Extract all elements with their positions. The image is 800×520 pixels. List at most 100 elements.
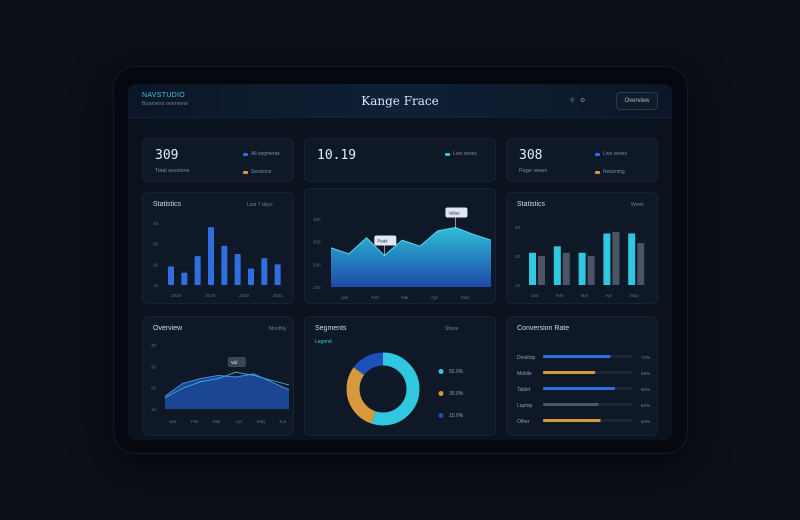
y-tick-label: 10 xyxy=(515,283,521,288)
bar xyxy=(543,419,601,422)
overview-area-card[interactable]: Overview Monthly 40 30 20 10 Val Jan Feb Mar Apr… xyxy=(142,316,294,436)
header-icons[interactable]: ⚲ ⚙ xyxy=(570,98,588,104)
bar xyxy=(587,256,595,285)
bar xyxy=(553,246,561,285)
donut-chart: 55.0% 30.0% 15.0% xyxy=(346,352,464,426)
x-tick-label: 2018 xyxy=(171,293,182,298)
callout-label: Value xyxy=(448,211,460,216)
brand-logo[interactable]: NAVSTUDIO xyxy=(142,92,186,99)
x-tick-label: Apr xyxy=(431,295,439,300)
y-tick-label: 100 xyxy=(313,285,321,290)
grouped-bar-chart: 40 20 10 Jan Feb Mar Apr May xyxy=(515,225,645,298)
y-tick-label: 10 xyxy=(151,407,157,412)
statistics-bar-card[interactable]: Statistics Last 7 days 40 30 20 10 2018 2019 2… xyxy=(142,192,294,304)
y-tick-label: 20 xyxy=(153,262,159,267)
card-meta[interactable]: Share xyxy=(445,326,459,332)
y-tick-label: 40 xyxy=(515,225,521,230)
x-tick-label: Feb xyxy=(556,293,564,298)
y-tick-label: 30 xyxy=(151,364,157,369)
y-tick-label: 400 xyxy=(313,217,321,222)
bar xyxy=(543,371,596,374)
legend-swatch xyxy=(438,413,444,418)
horizontal-bar-chart: Desktop 72% Mobile 58% Tablet 80% Laptop 62% Oth… xyxy=(517,355,650,425)
kpi-value: 309 xyxy=(155,148,179,163)
legend-label: All segments xyxy=(251,151,280,157)
statistics-grouped-card[interactable]: Statistics Week 40 20 10 Jan Feb Mar Apr May xyxy=(506,192,658,304)
kpi-label: Total sessions xyxy=(155,168,190,174)
card-meta[interactable]: Last 7 days xyxy=(247,202,273,208)
legend-label: 55.0% xyxy=(449,369,464,375)
bar xyxy=(603,233,611,285)
bar-chart-left: 40 30 20 10 2018 2019 2020 2021 xyxy=(153,221,285,298)
bar xyxy=(261,258,268,285)
header-action-button[interactable]: Overview xyxy=(616,92,658,110)
legend-label: 15.0% xyxy=(449,413,464,419)
bar xyxy=(529,252,536,285)
callout-label: Val xyxy=(231,360,237,365)
callout-box xyxy=(374,235,397,246)
brand-subtitle: Business overview xyxy=(142,101,188,107)
kpi-card-1[interactable]: 309 Total sessions All segments Sessions xyxy=(142,138,294,182)
x-tick-label: May xyxy=(461,295,470,300)
x-tick-label: Mar xyxy=(213,419,221,424)
kpi-legend-item: Sessions xyxy=(243,169,271,175)
row-value: 64% xyxy=(641,419,650,424)
kpi-card-2[interactable]: 10.19 Live series xyxy=(304,138,496,182)
legend-label: 30.0% xyxy=(449,391,464,397)
kpi-card-3[interactable]: 308 Page views Live series Returning xyxy=(506,138,658,182)
dashboard-screen: NAVSTUDIO Business overview Kange Frace … xyxy=(128,84,672,440)
area-fill xyxy=(331,227,491,287)
bar xyxy=(248,268,254,285)
area-line xyxy=(330,226,492,257)
row-value: 80% xyxy=(641,387,650,392)
bar xyxy=(543,355,611,358)
y-tick-label: 40 xyxy=(153,221,159,226)
x-tick-label: 2021 xyxy=(273,293,284,298)
x-tick-label: 2019 xyxy=(205,293,216,298)
bar xyxy=(612,231,620,285)
donut-card[interactable]: Segments Share Legend 55.0% 30.0% 15.0% xyxy=(304,316,496,436)
bar xyxy=(168,266,174,285)
kpi-value: 308 xyxy=(519,148,543,163)
legend-swatch xyxy=(243,152,248,156)
area-line xyxy=(164,373,290,397)
legend-swatch xyxy=(595,170,600,174)
row-value: 72% xyxy=(641,355,650,360)
kpi-value: 10.19 xyxy=(317,148,357,163)
bar xyxy=(208,227,214,285)
x-tick-label: Apr xyxy=(605,293,613,298)
x-tick-label: Jan xyxy=(531,293,539,298)
callout-box xyxy=(445,207,468,218)
kpi-label: Page views xyxy=(519,168,548,174)
area-fill xyxy=(165,373,289,409)
bar xyxy=(221,245,228,285)
x-tick-label: Jan xyxy=(169,419,177,424)
x-tick-label: Feb xyxy=(191,419,199,424)
card-meta[interactable]: Monthly xyxy=(269,326,287,332)
area-chart-card[interactable]: 400 300 200 100 Peak Value Jan Feb Mar Apr May xyxy=(304,188,496,304)
kpi-legend-item: Live series xyxy=(445,151,477,157)
bar xyxy=(234,254,241,285)
card-meta[interactable]: Week xyxy=(631,202,644,208)
x-tick-label: Mar xyxy=(401,295,409,300)
callout-label: Peak xyxy=(377,239,388,244)
legend-swatch xyxy=(445,152,450,156)
y-tick-label: 20 xyxy=(151,386,157,391)
y-tick-label: 300 xyxy=(313,240,321,245)
bar xyxy=(274,264,281,285)
row-label: Laptop xyxy=(517,403,533,409)
area-chart-bottom-left: 40 30 20 10 Val Jan Feb Mar Apr May Jun xyxy=(151,343,290,424)
y-tick-label: 200 xyxy=(313,262,321,267)
bar xyxy=(562,252,570,285)
row-label: Other xyxy=(517,419,530,425)
callout-box xyxy=(227,357,246,367)
x-tick-label: 2020 xyxy=(239,293,250,298)
x-tick-label: Feb xyxy=(371,295,379,300)
bar xyxy=(637,243,645,285)
bar xyxy=(578,252,586,285)
bar xyxy=(543,387,615,390)
page-title: Kange Frace xyxy=(361,94,439,108)
bar xyxy=(181,272,188,285)
x-tick-label: Mar xyxy=(581,293,589,298)
conversion-card[interactable]: Conversion Rate Desktop 72% Mobile 58% Table… xyxy=(506,316,658,436)
